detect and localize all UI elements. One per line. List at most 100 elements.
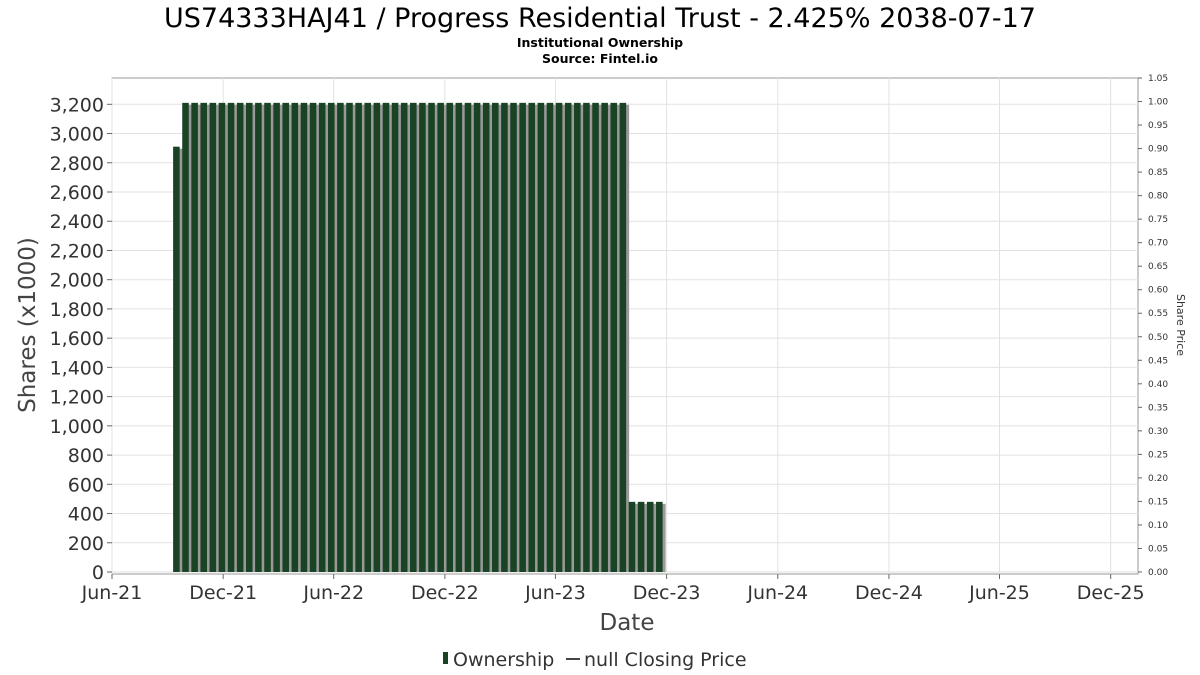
chart-title: US74333HAJ41 / Progress Residential Trus… bbox=[164, 3, 1036, 34]
y-tick-label: 1,400 bbox=[50, 357, 104, 379]
ownership-bar bbox=[419, 102, 426, 572]
y2-tick-label: 0.30 bbox=[1148, 427, 1168, 437]
ownership-bar bbox=[628, 501, 636, 572]
ownership-bar bbox=[264, 102, 271, 572]
ownership-bar bbox=[564, 102, 572, 572]
ownership-bar bbox=[464, 102, 472, 572]
ownership-bar bbox=[446, 102, 454, 572]
y-tick-label: 2,000 bbox=[50, 270, 104, 292]
y-tick-label: 0 bbox=[92, 562, 104, 584]
y-axis-label: Shares (x1000) bbox=[15, 237, 41, 413]
ownership-bar bbox=[583, 102, 590, 572]
y2-tick-label: 1.05 bbox=[1148, 74, 1168, 84]
x-tick-label: Jun-24 bbox=[746, 582, 808, 604]
ownership-bar bbox=[501, 102, 508, 572]
ownership-bar bbox=[619, 102, 627, 572]
ownership-bar bbox=[200, 102, 208, 572]
chart-source: Source: Fintel.io bbox=[542, 51, 658, 66]
y2-tick-label: 0.55 bbox=[1148, 309, 1168, 319]
ownership-bar bbox=[236, 102, 244, 572]
y-axis-ticks: 0 200 400 600 800 1,000 1,200 1,400 1,600 1,800 2,… bbox=[50, 94, 112, 584]
y2-axis-label: Share Price bbox=[1174, 294, 1187, 356]
ownership-bar bbox=[227, 102, 235, 572]
ownership-bar bbox=[528, 102, 536, 572]
y2-tick-label: 0.65 bbox=[1148, 262, 1168, 272]
x-axis-ticks: Jun-21 Dec-21 Jun-22 Dec-22 Jun-23 Dec-23 Jun-… bbox=[81, 574, 1145, 604]
legend-ownership-label: Ownership bbox=[453, 649, 554, 671]
y2-tick-label: 0.00 bbox=[1148, 568, 1168, 578]
ownership-bar bbox=[318, 102, 326, 572]
ownership-bar bbox=[337, 102, 344, 572]
ownership-bar bbox=[656, 501, 663, 572]
ownership-bar bbox=[610, 102, 618, 572]
y2-tick-label: 0.85 bbox=[1148, 168, 1168, 178]
ownership-bar bbox=[173, 146, 180, 572]
ownership-bar bbox=[537, 102, 545, 572]
y2-tick-label: 0.05 bbox=[1148, 544, 1168, 554]
y2-tick-label: 0.35 bbox=[1148, 403, 1168, 413]
y-tick-label: 2,800 bbox=[50, 153, 104, 175]
y-tick-label: 1,800 bbox=[50, 299, 104, 321]
x-tick-label: Dec-22 bbox=[411, 582, 479, 604]
y-tick-label: 3,000 bbox=[50, 124, 104, 146]
ownership-bar bbox=[519, 102, 526, 572]
legend: Ownership null Closing Price bbox=[443, 649, 747, 671]
y2-tick-label: 0.50 bbox=[1148, 333, 1168, 343]
ownership-bar bbox=[191, 102, 198, 572]
ownership-bar bbox=[364, 102, 372, 572]
y-tick-label: 2,400 bbox=[50, 211, 104, 233]
ownership-bar bbox=[255, 102, 262, 572]
ownership-bar bbox=[218, 102, 226, 572]
ownership-bar bbox=[355, 102, 362, 572]
y-tick-label: 3,200 bbox=[50, 94, 104, 116]
y-tick-label: 400 bbox=[68, 504, 104, 526]
bars-group bbox=[173, 102, 666, 572]
y2-tick-label: 0.15 bbox=[1148, 497, 1168, 507]
ownership-bar bbox=[510, 102, 517, 572]
x-tick-label: Jun-21 bbox=[81, 582, 143, 604]
x-tick-label: Jun-23 bbox=[524, 582, 586, 604]
ownership-bar bbox=[455, 102, 463, 572]
ownership-bar bbox=[346, 102, 353, 572]
y-tick-label: 1,200 bbox=[50, 387, 104, 409]
y-tick-label: 2,600 bbox=[50, 182, 104, 204]
ownership-bar bbox=[646, 501, 654, 572]
ownership-bar bbox=[282, 102, 290, 572]
y-tick-label: 600 bbox=[68, 474, 104, 496]
ownership-bar bbox=[428, 102, 435, 572]
ownership-bar bbox=[273, 102, 280, 572]
y2-tick-label: 1.00 bbox=[1148, 98, 1168, 108]
legend-ownership-swatch bbox=[443, 652, 448, 664]
ownership-bar bbox=[209, 102, 217, 572]
y2-tick-label: 0.10 bbox=[1148, 521, 1168, 531]
ownership-bar bbox=[482, 102, 490, 572]
y-tick-label: 200 bbox=[68, 533, 104, 555]
y2-axis-ticks: 0.00 0.05 0.10 0.15 0.20 0.25 0.30 0.35 0.40 0.45… bbox=[1138, 74, 1168, 578]
ownership-bar bbox=[300, 102, 308, 572]
x-tick-label: Dec-24 bbox=[855, 582, 923, 604]
y2-tick-label: 0.20 bbox=[1148, 474, 1168, 484]
chart-subtitle: Institutional Ownership bbox=[517, 35, 683, 50]
x-axis-label: Date bbox=[600, 610, 655, 636]
y-tick-label: 1,600 bbox=[50, 328, 104, 350]
ownership-bar bbox=[601, 102, 608, 572]
ownership-bar bbox=[400, 102, 408, 572]
ownership-bar bbox=[592, 102, 599, 572]
ownership-bar bbox=[410, 102, 417, 572]
x-tick-label: Jun-22 bbox=[302, 582, 364, 604]
y2-tick-label: 0.45 bbox=[1148, 356, 1168, 366]
ownership-bar bbox=[391, 102, 399, 572]
ownership-bar bbox=[309, 102, 317, 572]
y-tick-label: 2,200 bbox=[50, 240, 104, 262]
ownership-bar bbox=[637, 501, 645, 572]
y2-tick-label: 0.25 bbox=[1148, 450, 1168, 460]
y-tick-label: 800 bbox=[68, 445, 104, 467]
legend-price-label: null Closing Price bbox=[584, 649, 747, 671]
y2-tick-label: 0.95 bbox=[1148, 121, 1168, 131]
y2-tick-label: 0.90 bbox=[1148, 145, 1168, 155]
x-tick-label: Jun-25 bbox=[968, 582, 1030, 604]
y2-tick-label: 0.60 bbox=[1148, 286, 1168, 296]
ownership-bar bbox=[328, 102, 335, 572]
ownership-bar bbox=[492, 102, 499, 572]
ownership-bar bbox=[437, 102, 444, 572]
